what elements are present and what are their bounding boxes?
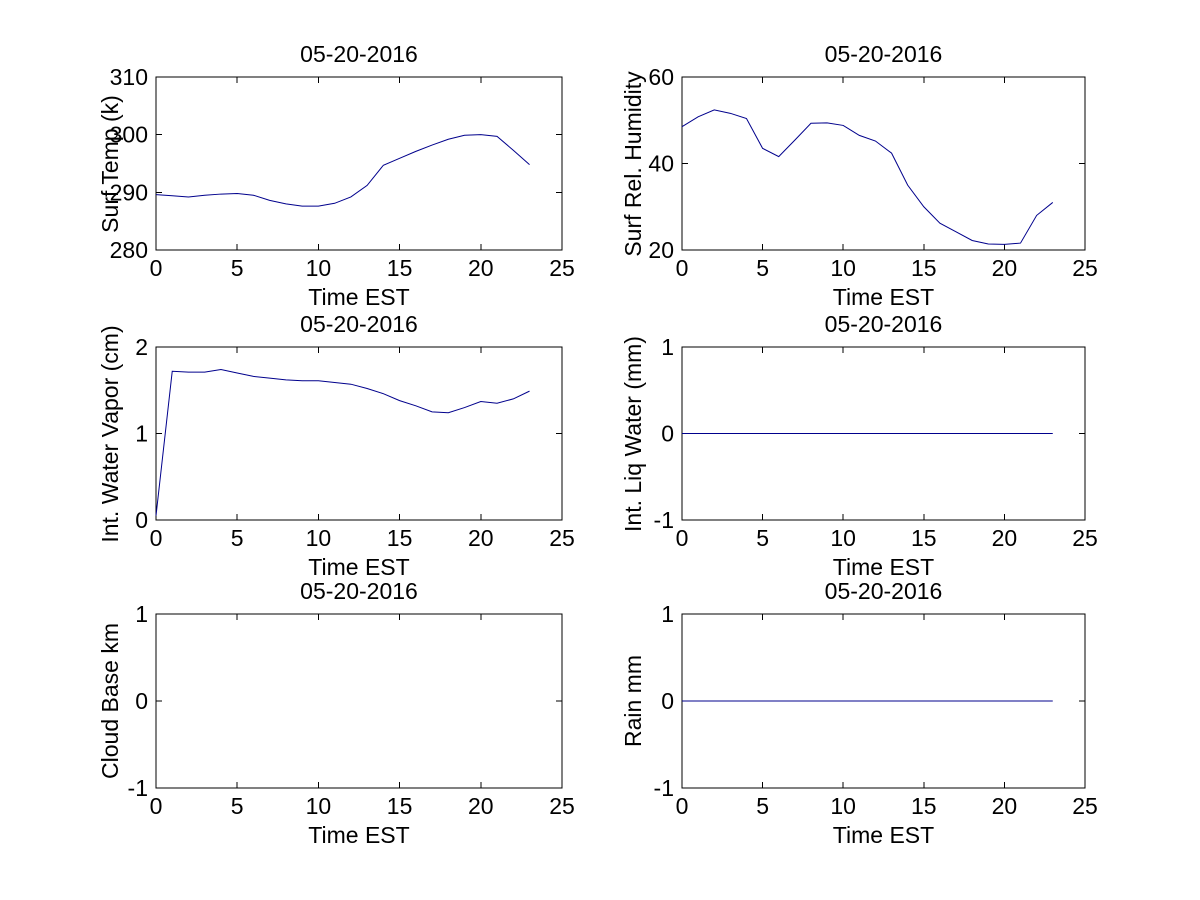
x-tick-label: 20 bbox=[468, 793, 494, 819]
y-tick-label: 300 bbox=[110, 122, 148, 148]
y-tick-label: 1 bbox=[135, 421, 148, 447]
x-tick-label: 5 bbox=[756, 525, 769, 551]
plot1-ylabel: Surf Temp (k) bbox=[97, 95, 123, 233]
y-tick-label: 60 bbox=[648, 64, 674, 90]
x-tick-label: 25 bbox=[549, 525, 575, 551]
x-tick-label: 25 bbox=[1072, 793, 1098, 819]
x-tick-label: 0 bbox=[676, 255, 689, 281]
plot6-title: 05-20-2016 bbox=[824, 578, 943, 604]
x-tick-label: 20 bbox=[468, 525, 494, 551]
y-tick-label: 1 bbox=[661, 334, 674, 360]
subplot-2: 0 5 10 15 20 25 20 40 60 bbox=[648, 64, 1097, 281]
x-tick-label: 10 bbox=[830, 793, 856, 819]
x-tick-label: 20 bbox=[468, 255, 494, 281]
x-tick-label: 25 bbox=[549, 793, 575, 819]
x-tick-label: 10 bbox=[830, 255, 856, 281]
y-tick-label: 1 bbox=[661, 601, 674, 627]
y-tick-label: 0 bbox=[661, 688, 674, 714]
x-tick-label: 20 bbox=[992, 793, 1018, 819]
x-tick-label: 15 bbox=[387, 793, 413, 819]
y-tick-label: 2 bbox=[135, 334, 148, 360]
subplot-4: 0 5 10 15 20 25-101 bbox=[654, 334, 1098, 551]
x-tick-label: 10 bbox=[306, 793, 332, 819]
x-tick-label: 10 bbox=[830, 525, 856, 551]
x-tick-label: 25 bbox=[549, 255, 575, 281]
x-tick-label: 20 bbox=[992, 525, 1018, 551]
plot3-ylabel: Int. Water Vapor (cm) bbox=[97, 325, 123, 543]
y-tick-label: 0 bbox=[135, 688, 148, 714]
x-tick-label: 15 bbox=[911, 525, 937, 551]
plot5-xlabel: Time EST bbox=[308, 822, 410, 848]
subplot-1: 0 5 10 15 20 25 280 290 300 310 bbox=[110, 64, 575, 281]
data-line bbox=[681, 109, 1054, 245]
y-tick-label: -1 bbox=[654, 507, 674, 533]
x-tick-label: 15 bbox=[911, 793, 937, 819]
y-tick-label: 40 bbox=[648, 151, 674, 177]
axes-box bbox=[155, 346, 563, 521]
y-tick-label: 1 bbox=[135, 601, 148, 627]
x-tick-label: 15 bbox=[387, 255, 413, 281]
x-tick-label: 5 bbox=[756, 793, 769, 819]
plot5-title: 05-20-2016 bbox=[300, 578, 418, 604]
y-tick-label: 290 bbox=[110, 179, 148, 205]
plot1-xlabel: Time EST bbox=[308, 284, 410, 310]
y-tick-label: 20 bbox=[648, 237, 674, 263]
plot3-title: 05-20-2016 bbox=[300, 311, 418, 337]
x-tick-label: 20 bbox=[992, 255, 1018, 281]
x-tick-label: 10 bbox=[306, 525, 332, 551]
x-tick-label: 5 bbox=[231, 525, 244, 551]
plot5-ylabel: Cloud Base km bbox=[97, 623, 123, 779]
y-tick-label: 310 bbox=[110, 64, 148, 90]
data-line bbox=[155, 368, 530, 516]
x-tick-label: 0 bbox=[676, 793, 689, 819]
x-tick-label: 0 bbox=[150, 255, 163, 281]
x-tick-label: 10 bbox=[306, 255, 332, 281]
x-tick-label: 5 bbox=[231, 255, 244, 281]
y-tick-label: -1 bbox=[128, 775, 148, 801]
plot4-xlabel: Time EST bbox=[832, 554, 935, 580]
y-tick-label: -1 bbox=[654, 775, 674, 801]
x-tick-label: 0 bbox=[676, 525, 689, 551]
plot2-title: 05-20-2016 bbox=[824, 41, 943, 67]
x-tick-label: 0 bbox=[150, 525, 163, 551]
x-tick-label: 0 bbox=[150, 793, 163, 819]
axes-box bbox=[155, 76, 563, 251]
axes-box bbox=[681, 76, 1086, 251]
plot2-xlabel: Time EST bbox=[832, 284, 935, 310]
plot1-title: 05-20-2016 bbox=[300, 41, 418, 67]
x-tick-label: 5 bbox=[231, 793, 244, 819]
subplot-5: 0 5 10 15 20 25-101 bbox=[128, 601, 575, 819]
plot6-xlabel: Time EST bbox=[832, 822, 935, 848]
subplot-6: 0 5 10 15 20 25-101 bbox=[654, 601, 1098, 819]
x-tick-label: 25 bbox=[1072, 255, 1098, 281]
x-tick-label: 25 bbox=[1072, 525, 1098, 551]
plot2-ylabel: Surf Rel. Humidity bbox=[620, 71, 646, 257]
x-tick-label: 15 bbox=[387, 525, 413, 551]
plot3-xlabel: Time EST bbox=[308, 554, 410, 580]
x-tick-label: 5 bbox=[756, 255, 769, 281]
y-tick-label: 0 bbox=[135, 507, 148, 533]
plot6-ylabel: Rain mm bbox=[620, 655, 646, 748]
x-tick-label: 15 bbox=[911, 255, 937, 281]
data-line bbox=[155, 134, 530, 207]
y-tick-label: 280 bbox=[110, 237, 148, 263]
subplot-3: 0 5 10 15 20 25 0 1 2 bbox=[135, 334, 575, 551]
axes-box bbox=[155, 613, 563, 789]
plot4-ylabel: Int. Liq Water (mm) bbox=[620, 336, 646, 532]
plot4-title: 05-20-2016 bbox=[824, 311, 943, 337]
y-tick-label: 0 bbox=[661, 421, 674, 447]
